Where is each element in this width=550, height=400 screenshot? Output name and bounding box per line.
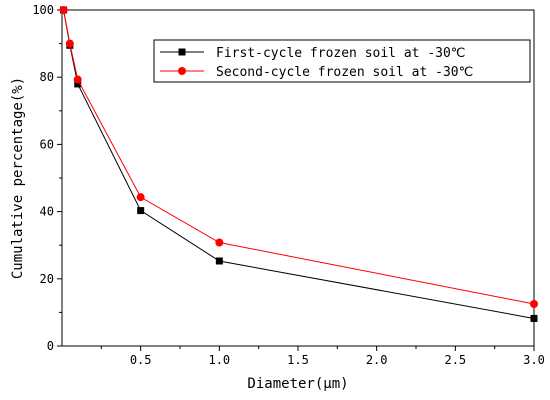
data-point-circle	[73, 75, 82, 84]
data-point-circle	[59, 6, 68, 14]
legend: First-cycle frozen soil at -30℃ Second-cy…	[153, 39, 531, 83]
series-layer	[59, 6, 538, 322]
data-point-square	[215, 257, 223, 265]
legend-box	[153, 39, 531, 83]
data-point-circle	[136, 193, 145, 202]
legend-marker-square	[178, 48, 186, 56]
y-axis: 0 20 40 60 80 100	[32, 3, 62, 353]
y-tick-label: 40	[40, 205, 54, 219]
data-point-circle	[65, 39, 74, 48]
data-point-circle	[530, 300, 538, 308]
x-tick-label: 1.5	[287, 353, 309, 367]
x-tick-label: 2.5	[444, 353, 466, 367]
data-point-square	[137, 207, 145, 215]
data-point-square	[530, 314, 538, 322]
legend-entry-1: First-cycle frozen soil at -30℃	[160, 46, 465, 61]
x-tick-label: 3.0	[523, 353, 545, 367]
series-2	[59, 6, 538, 308]
data-point-circle	[215, 238, 224, 247]
legend-label: First-cycle frozen soil at -30℃	[216, 46, 465, 61]
y-axis-label: Cumulative percentage(%)	[10, 77, 26, 279]
x-tick-label: 1.0	[208, 353, 230, 367]
x-axis: 0.5 1.0 1.5 2.0 2.5 3.0	[100, 346, 545, 367]
series-line	[63, 9, 535, 305]
data-point-square	[74, 80, 82, 88]
x-tick-label: 0.5	[130, 353, 152, 367]
legend-entry-2: Second-cycle frozen soil at -30℃	[160, 65, 473, 80]
y-tick-label: 0	[47, 339, 54, 353]
x-tick-label: 2.0	[366, 353, 388, 367]
y-tick-label: 80	[40, 70, 54, 84]
legend-label: Second-cycle frozen soil at -30℃	[216, 65, 473, 80]
legend-marker-circle	[178, 67, 186, 75]
y-tick-label: 20	[40, 272, 54, 286]
y-tick-label: 60	[40, 137, 54, 151]
y-tick-label: 100	[32, 3, 54, 17]
x-axis-label: Diameter(μm)	[247, 376, 348, 392]
